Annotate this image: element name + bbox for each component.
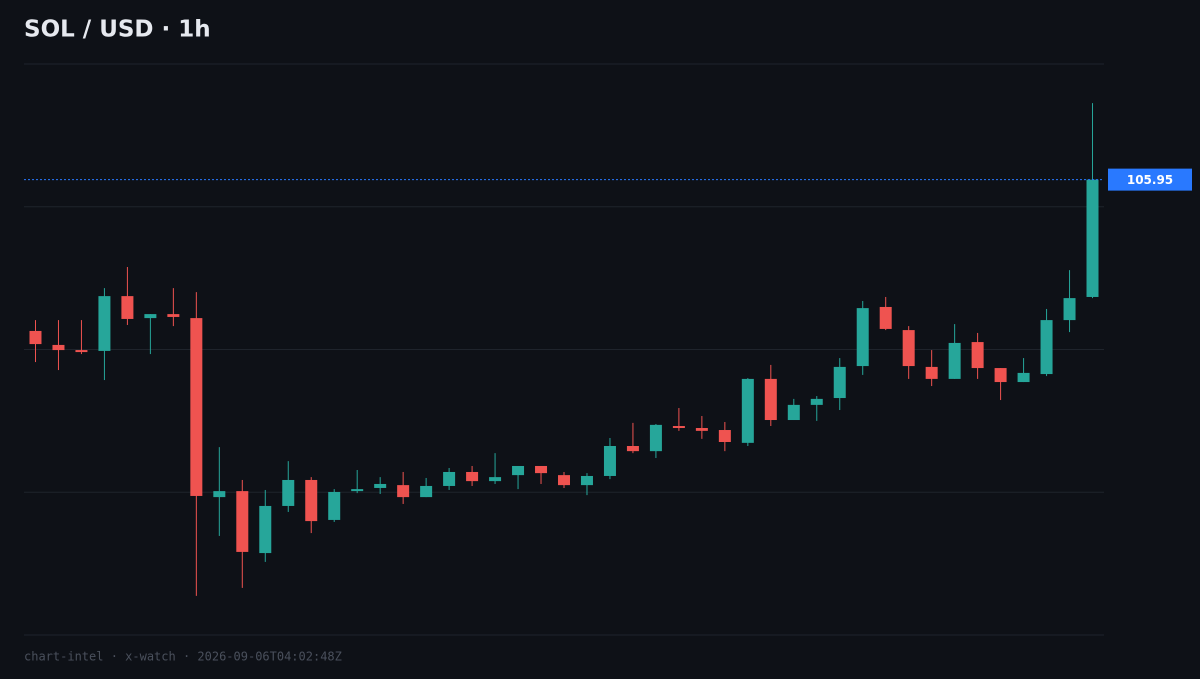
candle-body [1063, 298, 1076, 321]
candle-body [466, 471, 479, 482]
candle-body [535, 465, 548, 474]
candle-body [144, 314, 157, 319]
candle-body [879, 306, 892, 329]
candle-body [305, 479, 318, 522]
candle-body [75, 350, 88, 353]
candle-body [810, 398, 823, 405]
candle-body [489, 477, 502, 482]
candle-body [121, 296, 134, 319]
candle-body [948, 342, 961, 379]
candle-body [787, 404, 800, 421]
candle-body [603, 445, 616, 476]
candle-body [764, 378, 777, 421]
candle-body [856, 308, 869, 367]
candle-body [213, 491, 226, 498]
candle-body [626, 445, 639, 452]
candle-body [580, 475, 593, 486]
candle-body [833, 366, 846, 399]
footer: chart-intel · x-watch · 2026-09-06T04:02… [24, 650, 342, 664]
candle-body [1017, 372, 1030, 383]
candle-body [190, 318, 203, 496]
candle-body [351, 489, 364, 492]
candle-body [328, 491, 341, 520]
candle-body [994, 368, 1007, 383]
candle-body [282, 479, 295, 506]
candle-body [925, 366, 938, 379]
chart-title: SOL / USD · 1h [24, 17, 211, 43]
candle-body [741, 378, 754, 443]
candle-body [649, 424, 662, 452]
last-price-tag [1108, 168, 1192, 191]
candle-body [29, 330, 42, 345]
candle-body [420, 485, 433, 498]
last-price-label: 105.95 [1127, 173, 1173, 187]
candle-body [672, 426, 685, 429]
candle-body [718, 430, 731, 443]
candle-body [558, 475, 570, 486]
candle-body [443, 471, 456, 486]
candle-body [167, 314, 180, 317]
candle-body [1040, 320, 1053, 375]
candle-body [1086, 179, 1099, 297]
candle-body [512, 465, 525, 476]
candle-body [259, 505, 272, 554]
candle-body [397, 485, 410, 498]
candle-body [374, 483, 387, 488]
candle-body [236, 491, 249, 552]
candle-body [52, 344, 65, 351]
candle-body [902, 330, 915, 367]
candle-body [971, 342, 984, 369]
candle-body [98, 296, 111, 351]
candle-body [695, 428, 708, 431]
